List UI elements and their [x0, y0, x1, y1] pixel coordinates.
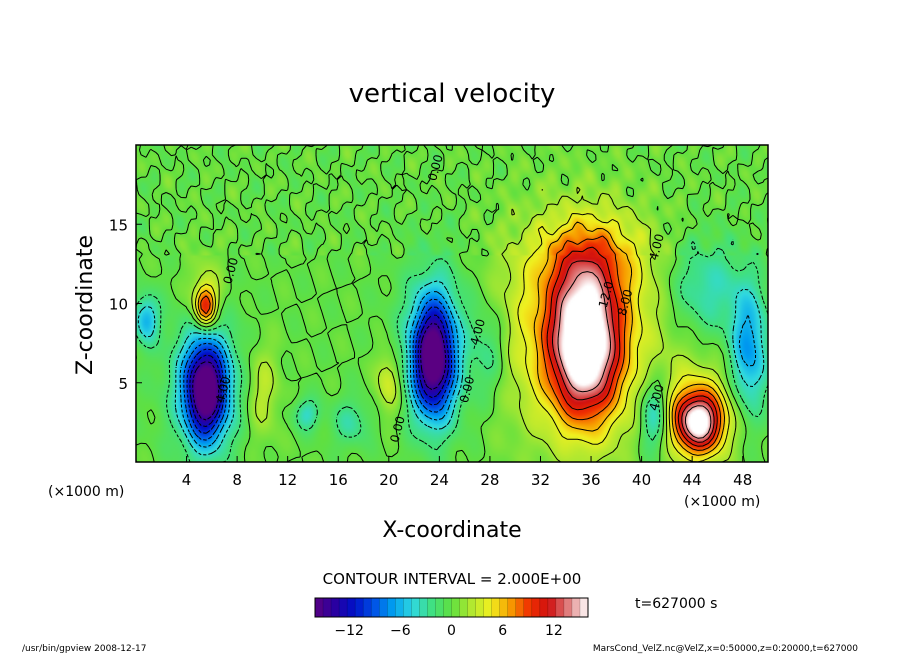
contour-label: 12.0 [596, 280, 616, 309]
x-tick-label: 24 [430, 471, 449, 489]
contour-label: 4.00 [646, 232, 666, 261]
contour-level [179, 291, 757, 448]
contour-level [183, 298, 456, 441]
contour-level [189, 314, 450, 427]
colorbar-bin [379, 598, 388, 617]
contour-label: 0.00 [425, 153, 445, 182]
contour-level [552, 260, 715, 443]
colorbar-bin [483, 598, 493, 617]
y-axis-label: Z-coordinate [73, 235, 98, 375]
colorbar-bin [323, 598, 332, 617]
colorbar-tick-label: −12 [334, 623, 364, 639]
y-tick-label: 10 [109, 296, 128, 314]
colorbar-ticks: −12 −6 0 6 12 [334, 623, 562, 639]
contour-label: 8.00 [615, 288, 635, 317]
x-unit-right: (×1000 m) [684, 494, 760, 510]
colorbar-bin [347, 598, 356, 617]
colorbar-bin [355, 598, 364, 617]
x-tick-label: 20 [379, 471, 398, 489]
colorbar-bin [395, 598, 404, 617]
colorbar-bin [571, 598, 581, 617]
contour-label: 4.00 [213, 375, 233, 404]
contour-label: 0.00 [457, 375, 477, 404]
contour-level [197, 221, 725, 456]
colorbar-bin [411, 598, 420, 617]
colorbar-bin [579, 598, 589, 617]
colorbar-bin [387, 598, 396, 617]
colorbar-bin [491, 598, 501, 617]
contour-level [136, 239, 768, 462]
colorbar-bin [419, 598, 428, 617]
colorbar-bin [475, 598, 485, 617]
x-tick-label: 4 [182, 471, 192, 489]
time-label: t=627000 s [635, 596, 717, 612]
x-tick-label: 48 [733, 471, 752, 489]
colorbar-bin [339, 598, 348, 617]
colorbar-bin [363, 598, 372, 617]
colorbar-bin [331, 598, 340, 617]
colorbar-bin [563, 598, 573, 617]
colorbar-bin [315, 598, 324, 617]
contour-interval: CONTOUR INTERVAL = 2.000E+00 [323, 570, 582, 588]
x-tick-label: 40 [632, 471, 651, 489]
colorbar-bin [459, 598, 469, 617]
y-tick-label: 15 [109, 216, 128, 234]
colorbar-bin [547, 598, 557, 617]
plot-area [136, 145, 768, 462]
colorbar [315, 598, 589, 617]
colorbar-frame [314, 597, 589, 618]
x-axis-label: X-coordinate [382, 518, 521, 543]
colorbar-bin [555, 598, 565, 617]
colorbar-bin [403, 598, 412, 617]
colorbar-bin [371, 598, 380, 617]
colorbar-bin [499, 598, 509, 617]
colorbar-bin [427, 598, 436, 617]
contour-level [186, 306, 453, 434]
colorbar-tick-label: 6 [498, 623, 507, 639]
x-tick-label: 36 [581, 471, 600, 489]
contour-level [192, 322, 447, 421]
y-axis-ticks: 5 10 15 [109, 216, 142, 393]
x-unit-left: (×1000 m) [48, 484, 124, 500]
x-tick-label: 28 [480, 471, 499, 489]
colorbar-bin [507, 598, 517, 617]
colorbar-tick-label: 12 [545, 623, 563, 639]
colorbar-bin [515, 598, 525, 617]
colorbar-bin [523, 598, 533, 617]
x-tick-label: 8 [232, 471, 242, 489]
colorbar-bin [531, 598, 541, 617]
colorbar-bin [435, 598, 444, 617]
colorbar-bin [467, 598, 477, 617]
y-tick-label: 5 [118, 375, 128, 393]
x-tick-label: 44 [683, 471, 702, 489]
colorbar-bin [539, 598, 549, 617]
colorbar-bin [443, 598, 452, 617]
contour-lines [136, 145, 768, 462]
colorbar-tick-label: 0 [447, 623, 456, 639]
colorbar-bin [451, 598, 461, 617]
contour-level [137, 280, 765, 456]
x-axis-ticks: 4 8 12 16 20 24 28 32 36 40 44 48 [182, 456, 752, 489]
footer-right: MarsCond_VelZ.nc@VelZ,x=0:50000,z=0:2000… [593, 644, 858, 654]
contour-label: 0.00 [221, 256, 241, 285]
contour-labels: 0.000.004.000.000.00-4.004.008.0012.04.0… [213, 153, 667, 444]
contour-label: 4.00 [646, 383, 666, 412]
chart-title: vertical velocity [349, 79, 556, 109]
contour-level [194, 213, 730, 462]
contour-level [200, 235, 722, 451]
contour-level [546, 246, 718, 447]
contour-level [557, 271, 712, 439]
x-tick-label: 16 [329, 471, 348, 489]
x-tick-label: 12 [278, 471, 297, 489]
x-tick-label: 32 [531, 471, 550, 489]
colorbar-tick-label: −6 [390, 623, 411, 639]
footer-left: /usr/bin/gpview 2008-12-17 [22, 644, 146, 654]
contour-label: 0.00 [387, 415, 407, 444]
contour-level [191, 186, 737, 462]
